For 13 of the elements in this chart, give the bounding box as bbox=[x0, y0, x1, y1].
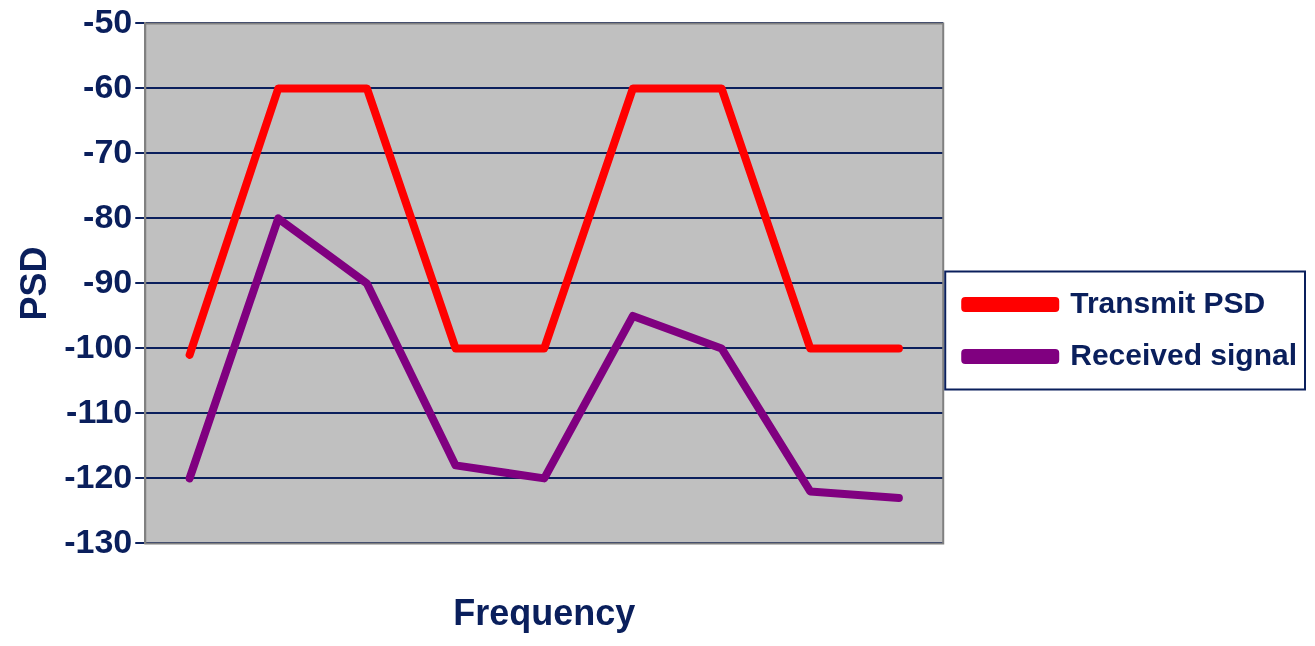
y-tick-label: -80 bbox=[83, 196, 133, 235]
y-axis-title: PSD bbox=[12, 246, 54, 321]
y-tick-label: -110 bbox=[66, 391, 133, 430]
y-tick-label: -120 bbox=[64, 456, 133, 495]
y-tick-label: -50 bbox=[83, 1, 133, 40]
y-tick-label: -130 bbox=[64, 521, 133, 560]
y-tick-label: -70 bbox=[83, 131, 133, 170]
y-tick-label: -100 bbox=[64, 326, 133, 365]
x-axis-title: Frequency bbox=[453, 592, 636, 634]
legend-label: Transmit PSD bbox=[1070, 285, 1266, 319]
legend-label: Received signal bbox=[1070, 337, 1298, 371]
y-tick-label: -90 bbox=[83, 261, 133, 300]
y-tick-label: -60 bbox=[83, 66, 133, 105]
